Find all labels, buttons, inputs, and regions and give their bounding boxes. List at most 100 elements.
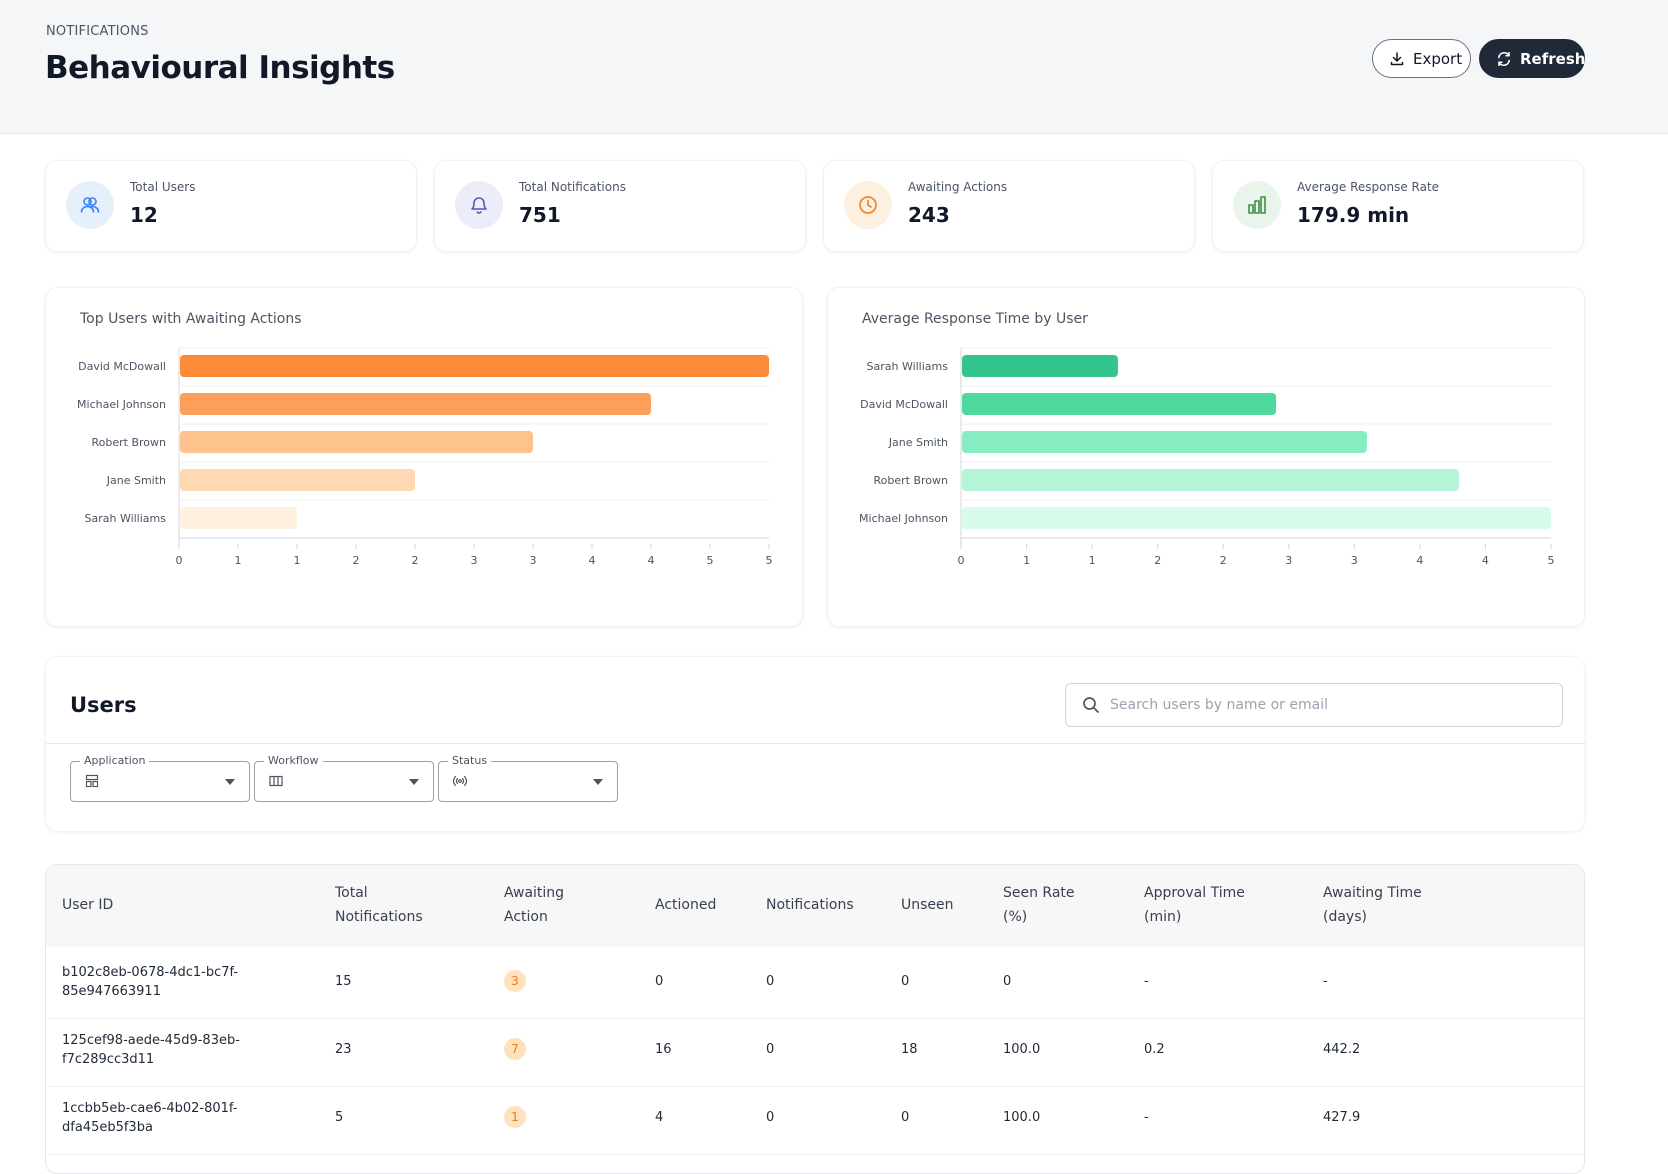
bell-icon: [471, 197, 487, 214]
x-tick-label: 3: [1285, 554, 1292, 567]
refresh-icon: [1498, 51, 1510, 66]
x-tick-label: 5: [1548, 554, 1555, 567]
table-row[interactable]: 125cef98-aede-45d9-83eb-f7c289cc3d11 23 …: [46, 1015, 1584, 1087]
export-button-label: Export: [1413, 49, 1463, 68]
search-icon: [1083, 697, 1099, 713]
x-tick-label: 0: [958, 554, 965, 567]
column-header-awaiting-time[interactable]: Awaiting Time (days): [1323, 885, 1422, 925]
x-tick-label: 4: [589, 554, 596, 567]
column-header-actioned[interactable]: Actioned: [655, 897, 717, 913]
chevron-down-icon: [409, 779, 419, 785]
x-tick-label: 2: [1220, 554, 1227, 567]
workflow-icon: [269, 775, 283, 787]
chart-card-awaiting-actions: Top Users with Awaiting Actions David Mc…: [45, 287, 803, 627]
category-label: Robert Brown: [92, 436, 167, 449]
select-label: Application: [80, 754, 150, 767]
page-title: Behavioural Insights: [45, 50, 395, 86]
category-label: David McDowall: [78, 360, 166, 373]
application-icon: [85, 774, 99, 788]
x-tick-label: 3: [530, 554, 537, 567]
bar: [962, 469, 1459, 491]
bar: [180, 355, 769, 377]
bar: [180, 507, 297, 529]
cell-awaiting-time: 442.2: [1323, 1042, 1361, 1057]
workflow-select[interactable]: Workflow: [254, 754, 434, 802]
column-header-notifications[interactable]: Notifications: [766, 897, 854, 913]
category-label: David McDowall: [860, 398, 948, 411]
bar: [180, 469, 415, 491]
refresh-button-label: Refresh: [1520, 49, 1586, 68]
bar: [962, 355, 1118, 377]
table-row[interactable]: b102c8eb-0678-4dc1-bc7f- 85e947663911 15 …: [46, 947, 1584, 1019]
users-title: Users: [70, 693, 137, 717]
x-tick-label: 5: [766, 554, 773, 567]
cell-user-id: 1ccbb5eb-cae6-4b02-801f-dfa45eb5f3ba: [62, 1101, 238, 1135]
category-label: Jane Smith: [888, 436, 948, 449]
cell-total: 15: [335, 974, 352, 989]
search-box[interactable]: [1065, 683, 1563, 727]
cell-notifications: 0: [766, 974, 775, 989]
cell-approval-time: -: [1144, 974, 1149, 989]
export-button[interactable]: Export: [1372, 39, 1471, 78]
bar-chart-icon: [1248, 196, 1266, 214]
stat-card-awaiting-actions: Awaiting Actions 243: [823, 160, 1195, 252]
chevron-down-icon: [593, 779, 603, 785]
x-tick-label: 3: [1351, 554, 1358, 567]
cell-actioned: 0: [655, 974, 664, 989]
x-tick-label: 5: [707, 554, 714, 567]
cell-unseen: 18: [901, 1042, 918, 1057]
awaiting-badge: 1: [504, 1106, 526, 1128]
bar: [962, 431, 1367, 453]
column-header-user-id[interactable]: User ID: [62, 897, 114, 913]
column-header-approval-time[interactable]: Approval Time (min): [1144, 885, 1245, 925]
table-header: User ID Total Notifications Awaiting Actio…: [46, 865, 1584, 947]
column-header-awaiting-action[interactable]: Awaiting Action: [504, 885, 565, 925]
bar: [180, 393, 651, 415]
cell-user-id: b102c8eb-0678-4dc1-bc7f- 85e947663911: [62, 965, 239, 999]
x-tick-label: 1: [1089, 554, 1096, 567]
cell-awaiting-time: -: [1323, 974, 1328, 989]
column-header-total-notifications[interactable]: Total Notifications: [335, 885, 423, 925]
category-label: Sarah Williams: [866, 360, 948, 373]
cell-total: 23: [335, 1042, 352, 1057]
stat-icon-wrap: [66, 181, 114, 229]
users-icon: [80, 197, 100, 213]
awaiting-badge: 7: [504, 1038, 526, 1060]
cell-actioned: 4: [655, 1110, 664, 1125]
refresh-button[interactable]: Refresh: [1479, 39, 1585, 78]
x-tick-label: 4: [648, 554, 655, 567]
x-tick-label: 1: [1023, 554, 1030, 567]
stat-value: 243: [908, 203, 950, 227]
divider: [46, 743, 1586, 744]
cell-notifications: 0: [766, 1110, 775, 1125]
cell-notifications: 0: [766, 1042, 775, 1057]
table-row[interactable]: 1ccbb5eb-cae6-4b02-801f-dfa45eb5f3ba 5 1…: [46, 1083, 1584, 1155]
clock-icon: [859, 196, 877, 214]
column-header-unseen[interactable]: Unseen: [901, 897, 954, 913]
search-input[interactable]: [1110, 697, 1540, 713]
column-header-seen-rate[interactable]: Seen Rate (%): [1003, 885, 1075, 925]
stat-card-average-response-rate: Average Response Rate 179.9 min: [1212, 160, 1584, 252]
cell-actioned: 16: [655, 1042, 672, 1057]
application-select[interactable]: Application: [70, 754, 250, 802]
x-tick-label: 3: [471, 554, 478, 567]
stat-icon-wrap: [844, 181, 892, 229]
cell-seen-rate: 100.0: [1003, 1042, 1041, 1057]
x-tick-label: 2: [1154, 554, 1161, 567]
chart-title: Top Users with Awaiting Actions: [80, 311, 302, 327]
cell-seen-rate: 100.0: [1003, 1110, 1041, 1125]
stat-value: 12: [130, 203, 158, 227]
users-panel: Users Application Workflow Status: [45, 656, 1586, 832]
cell-seen-rate: 0: [1003, 974, 1012, 989]
x-tick-label: 0: [176, 554, 183, 567]
stat-card-total-notifications: Total Notifications 751: [434, 160, 806, 252]
x-tick-label: 2: [353, 554, 360, 567]
chart-title: Average Response Time by User: [862, 311, 1088, 327]
select-label: Status: [448, 754, 492, 767]
cell-total: 5: [335, 1110, 344, 1125]
stat-icon-wrap: [455, 181, 503, 229]
bar: [962, 393, 1277, 415]
status-select[interactable]: Status: [438, 754, 618, 802]
chart-card-response-time: Average Response Time by User Sarah Will…: [827, 287, 1585, 627]
category-label: Michael Johnson: [859, 512, 948, 525]
